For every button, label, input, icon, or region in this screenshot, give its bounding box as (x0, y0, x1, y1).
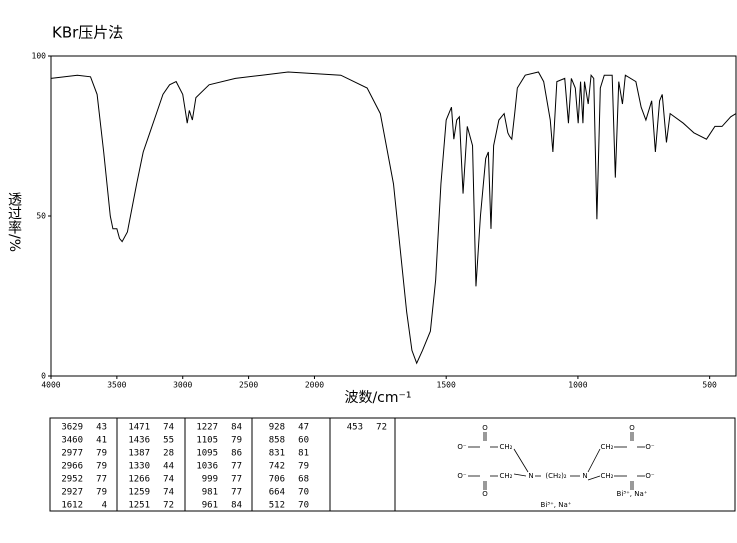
x-tick-label: 3000 (173, 381, 192, 390)
peak-transmittance: 79 (298, 462, 309, 472)
atom-label: O⁻ (457, 443, 467, 451)
atom-label: (CH₂)₂ (545, 472, 566, 480)
peak-transmittance: 77 (231, 475, 242, 485)
atom-label: CH₂ (601, 443, 614, 451)
peak-wavenumber: 1266 (128, 475, 150, 485)
peak-transmittance: 4 (102, 501, 107, 511)
peak-transmittance: 70 (298, 501, 309, 511)
atom-label: CH₂ (500, 472, 513, 480)
peak-wavenumber: 512 (269, 501, 285, 511)
peak-transmittance: 47 (298, 423, 309, 433)
peak-wavenumber: 1095 (196, 449, 218, 459)
peak-transmittance: 41 (96, 436, 107, 446)
peak-transmittance: 44 (163, 462, 174, 472)
peak-transmittance: 79 (231, 436, 242, 446)
x-tick-label: 2500 (239, 381, 258, 390)
peak-transmittance: 84 (231, 423, 242, 433)
peak-wavenumber: 1036 (196, 462, 218, 472)
y-tick-label: 50 (36, 212, 46, 221)
peak-transmittance: 86 (231, 449, 242, 459)
x-tick-label: 3500 (107, 381, 126, 390)
peak-transmittance: 74 (163, 488, 174, 498)
x-tick-label: 500 (702, 381, 717, 390)
x-tick-label: 1500 (437, 381, 456, 390)
peak-wavenumber: 1387 (128, 449, 150, 459)
peak-transmittance: 74 (163, 475, 174, 485)
peak-wavenumber: 2952 (61, 475, 83, 485)
atom-label: CH₂ (500, 443, 513, 451)
peak-wavenumber: 1251 (128, 501, 150, 511)
x-tick-label: 1000 (568, 381, 587, 390)
peak-wavenumber: 928 (269, 423, 285, 433)
table-frame (49, 417, 736, 512)
peak-wavenumber: 1471 (128, 423, 150, 433)
peak-wavenumber: 453 (347, 423, 363, 433)
peak-wavenumber: 981 (202, 488, 218, 498)
peak-wavenumber: 858 (269, 436, 285, 446)
atom-label: O (482, 490, 488, 498)
peak-wavenumber: 999 (202, 475, 218, 485)
peak-wavenumber: 742 (269, 462, 285, 472)
atom-label: N (528, 472, 533, 480)
peak-transmittance: 43 (96, 423, 107, 433)
x-tick-label: 4000 (41, 381, 60, 390)
peak-transmittance: 84 (231, 501, 242, 511)
peak-transmittance: 60 (298, 436, 309, 446)
peak-wavenumber: 961 (202, 501, 218, 511)
chart-title: KBr压片法 (52, 24, 123, 42)
peak-wavenumber: 2966 (61, 462, 83, 472)
peak-transmittance: 79 (96, 449, 107, 459)
x-axis-label: 波数/cm⁻¹ (344, 390, 411, 406)
atom-label: O⁻ (457, 472, 467, 480)
peak-wavenumber: 1105 (196, 436, 218, 446)
peak-transmittance: 70 (298, 488, 309, 498)
counter-ions: Bi³⁺, Na⁺ (541, 501, 572, 509)
structure-diagram (468, 432, 645, 490)
peak-transmittance: 81 (298, 449, 309, 459)
peak-wavenumber: 831 (269, 449, 285, 459)
atom-label: CH₂ (601, 472, 614, 480)
peak-transmittance: 72 (163, 501, 174, 511)
peak-wavenumber: 1259 (128, 488, 150, 498)
atom-label: O⁻ (645, 472, 655, 480)
peak-transmittance: 79 (96, 488, 107, 498)
peak-transmittance: 74 (163, 423, 174, 433)
peak-transmittance: 72 (376, 423, 387, 433)
peak-wavenumber: 706 (269, 475, 285, 485)
spectrum-line (50, 71, 737, 365)
atom-label: Bi³⁺, Na⁺ (617, 490, 648, 498)
atom-label: O (629, 424, 635, 432)
y-axis-label: 透过率/% (6, 192, 22, 252)
peak-wavenumber: 1330 (128, 462, 150, 472)
peak-transmittance: 77 (96, 475, 107, 485)
peak-wavenumber: 2977 (61, 449, 83, 459)
peak-wavenumber: 1612 (61, 501, 83, 511)
peak-wavenumber: 3629 (61, 423, 83, 433)
peak-transmittance: 55 (163, 436, 174, 446)
peak-wavenumber: 3460 (61, 436, 83, 446)
peak-transmittance: 68 (298, 475, 309, 485)
plot-frame (50, 55, 737, 377)
peak-wavenumber: 664 (269, 488, 285, 498)
y-tick-label: 0 (41, 372, 46, 381)
peak-wavenumber: 2927 (61, 488, 83, 498)
peak-transmittance: 28 (163, 449, 174, 459)
peak-wavenumber: 1436 (128, 436, 150, 446)
peak-wavenumber: 1227 (196, 423, 218, 433)
peak-transmittance: 79 (96, 462, 107, 472)
atom-label: O (482, 424, 488, 432)
peak-transmittance: 77 (231, 462, 242, 472)
atom-label: O⁻ (645, 443, 655, 451)
atom-label: N (582, 472, 587, 480)
peak-transmittance: 77 (231, 488, 242, 498)
x-tick-label: 2000 (305, 381, 324, 390)
y-tick-label: 100 (32, 52, 47, 61)
